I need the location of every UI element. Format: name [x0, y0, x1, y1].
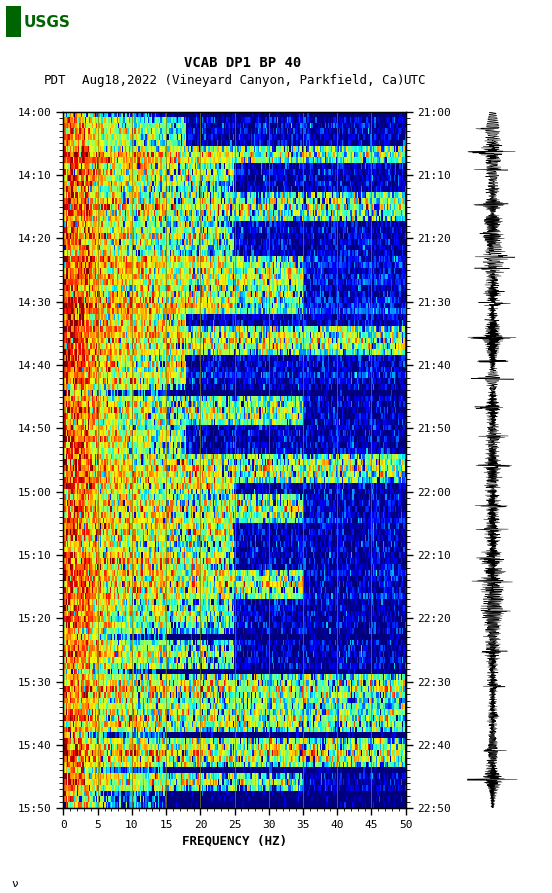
Text: UTC: UTC — [403, 74, 425, 87]
Text: ν: ν — [11, 879, 18, 889]
Bar — [6, 6, 21, 37]
Text: USGS: USGS — [23, 15, 70, 29]
Text: Aug18,2022 (Vineyard Canyon, Parkfield, Ca): Aug18,2022 (Vineyard Canyon, Parkfield, … — [82, 74, 404, 87]
X-axis label: FREQUENCY (HZ): FREQUENCY (HZ) — [182, 834, 287, 847]
Text: PDT: PDT — [44, 74, 67, 87]
Text: VCAB DP1 BP 40: VCAB DP1 BP 40 — [184, 55, 301, 70]
